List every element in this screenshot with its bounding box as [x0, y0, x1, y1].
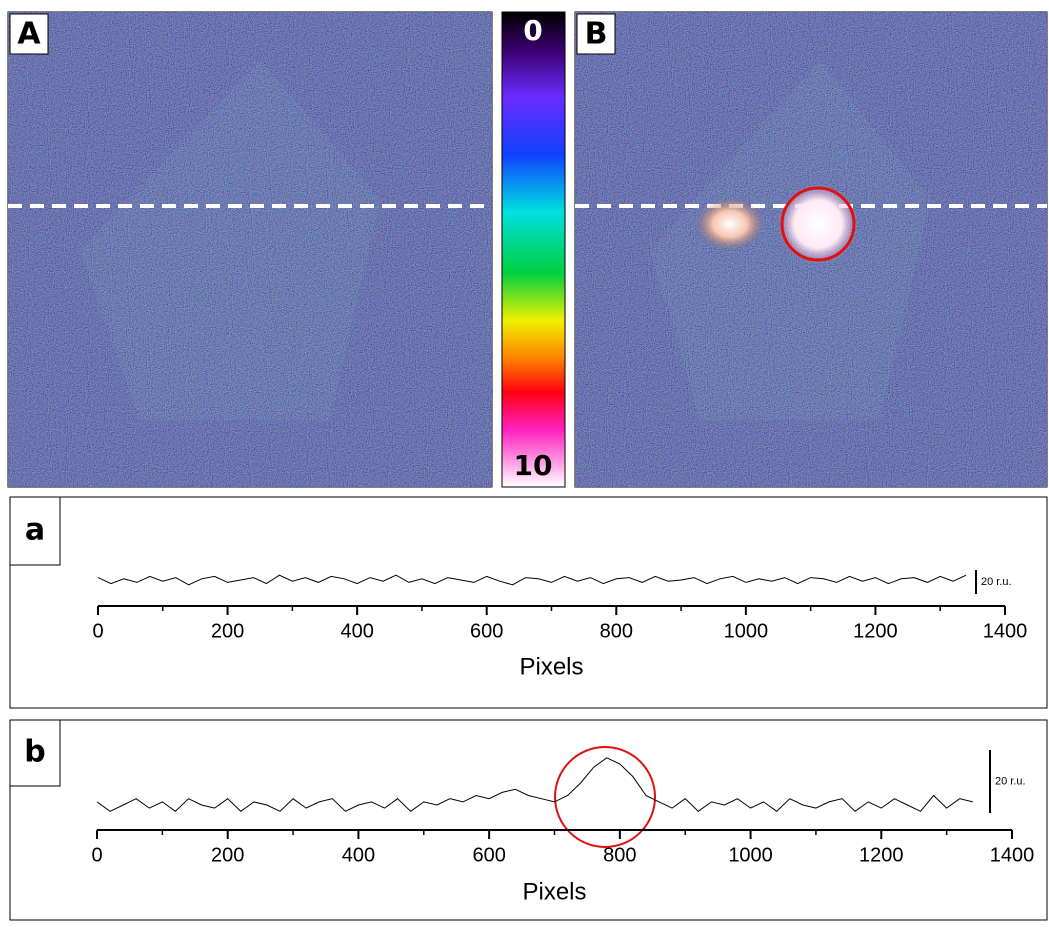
image-panel: B: [574, 11, 1048, 488]
x-tick-label: 200: [211, 620, 244, 642]
colorbar-label: 0: [523, 14, 542, 47]
scale-bar-label: 20 r.u.: [981, 576, 1012, 588]
x-tick-label: 0: [91, 844, 102, 866]
highlight-circle: [780, 186, 856, 262]
panel-label: B: [585, 17, 608, 52]
image-panel: A: [7, 11, 493, 488]
colorbar: [501, 11, 566, 488]
image-noise: [8, 12, 492, 487]
x-axis-title: Pixels: [522, 878, 586, 905]
plot-frame: [9, 496, 1048, 709]
x-tick-label: 1000: [728, 844, 773, 866]
highlight-circle: [554, 746, 656, 848]
x-tick-label: 0: [92, 620, 103, 642]
panel-label: a: [25, 513, 45, 548]
x-tick-label: 1400: [983, 620, 1028, 642]
glow-spot: [696, 198, 764, 250]
x-tick-label: 200: [211, 844, 244, 866]
x-tick-label: 600: [472, 844, 505, 866]
x-tick-label: 600: [470, 620, 503, 642]
colorbar-gradient: [501, 11, 566, 488]
scale-bar-label: 20 r.u.: [995, 775, 1026, 787]
colorbar-label: 10: [514, 449, 553, 482]
profile-trace: [97, 574, 967, 586]
x-axis-title: Pixels: [519, 653, 583, 680]
x-tick-label: 400: [340, 620, 373, 642]
panel-label-box: [9, 496, 61, 566]
x-tick-label: 800: [600, 620, 633, 642]
panel-label-box: [9, 719, 61, 787]
x-tick-label: 1000: [724, 620, 769, 642]
panel-label: b: [24, 735, 45, 770]
x-tick-label: 800: [603, 844, 636, 866]
x-tick-label: 1200: [859, 844, 904, 866]
x-tick-label: 400: [342, 844, 375, 866]
plot-frame: [9, 719, 1048, 921]
x-tick-label: 1200: [853, 620, 898, 642]
panel-label-box: [9, 13, 49, 55]
glow-spot: [778, 184, 858, 264]
x-tick-label: 1400: [990, 844, 1035, 866]
profile-trace: [96, 757, 973, 812]
panel-label: A: [17, 17, 41, 52]
panel-label-box: [576, 13, 616, 55]
